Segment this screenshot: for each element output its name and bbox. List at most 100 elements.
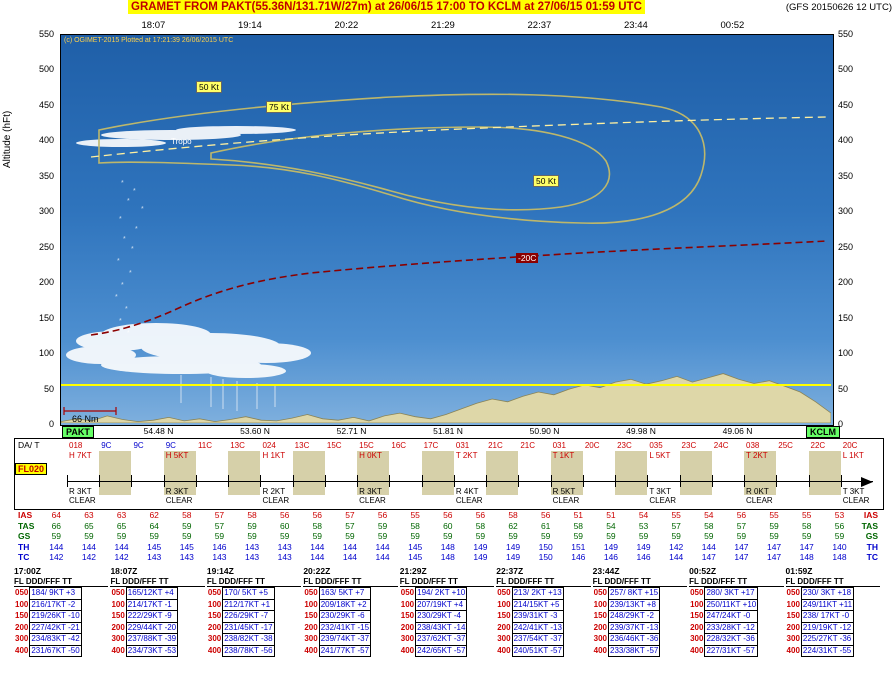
strip-tick [228, 475, 230, 487]
row-value: 59 [410, 531, 420, 541]
card-wind-temp: 209/18KT +2 [318, 598, 372, 611]
card-flight-level: 300 [111, 634, 125, 643]
isotach-50kt-label-right: 50 Kt [533, 175, 559, 187]
card-wind-temp: 214/17KT -1 [125, 598, 179, 611]
card-row: 400 234/73KT -53 [110, 644, 179, 657]
card-wind-temp: 248/29KT -2 [608, 610, 661, 623]
svg-text:*: * [121, 180, 124, 187]
row-value: 65 [84, 520, 94, 531]
card-wind-temp: 238/78KT -56 [222, 644, 275, 657]
card-wind-temp: 231/67KT -50 [29, 644, 82, 657]
card-flight-level: 150 [690, 611, 704, 620]
strip-tick [67, 475, 68, 487]
card-row: 050 257/ 8KT +15 [593, 587, 661, 600]
card-flight-level: 400 [15, 645, 29, 655]
chart-area: Altitude (hFt) 550 550 500 500 450 450 400 400 3… [0, 18, 896, 446]
row-value: 145 [179, 541, 194, 552]
strip-wind: H 1KT [262, 451, 286, 460]
card-flight-level: 400 [593, 645, 608, 655]
card-flight-level: 150 [111, 611, 125, 620]
strip-band [228, 451, 261, 495]
card-column-header: FL DDD/FFF TT [206, 577, 302, 587]
row-value: 59 [345, 531, 355, 541]
card-row: 050 213/ 2KT +13 [496, 587, 564, 600]
card-row: 300 236/46KT -36 [593, 633, 661, 646]
wind-temp-card: 17:00Z FL DDD/FFF TT 050 184/ 9KT +3 100 216/… [14, 566, 109, 657]
row-value: 59 [475, 531, 486, 541]
strip-tick [550, 475, 552, 487]
y-tick-left: 200 [38, 277, 54, 288]
card-column-header: FL DDD/FFF TT [496, 577, 591, 587]
card-wind-temp: 242/65KT -57 [415, 644, 468, 657]
strip-tick [744, 475, 746, 487]
strip-temp: 17C [423, 441, 439, 450]
row-value: 59 [377, 520, 388, 531]
strip-temp: 23C [681, 441, 697, 450]
strip-segment-cloud: CLEAR [552, 496, 580, 505]
row-value: 143 [277, 552, 292, 562]
row-value: 59 [116, 531, 127, 541]
svg-text:*: * [119, 216, 122, 223]
strip-temp: 20C [842, 441, 858, 450]
card-table: 050 194/ 2KT +10 100 207/19KT +4 150 230/29KT… [400, 587, 468, 657]
time-tick: 19:14 [238, 20, 262, 31]
row-value: 142 [49, 552, 64, 562]
row-value: 144 [310, 541, 325, 552]
waypoint-lat: 50.90 N [529, 426, 560, 436]
row-value: 54 [704, 510, 714, 520]
card-wind-temp: 236/46KT -36 [608, 633, 661, 646]
card-flight-level: 050 [304, 588, 318, 597]
row-value: 147 [734, 541, 749, 552]
strip-band [292, 451, 325, 495]
row-value: 149 [505, 552, 521, 562]
svg-text:*: * [129, 270, 132, 277]
isotach-50kt-label-left: 50 Kt [196, 81, 222, 93]
card-flight-level: 050 [207, 588, 222, 597]
card-table: 050 230/ 3KT +18 100 249/11KT +11 150 238/ 17… [786, 587, 855, 657]
strip-band [163, 451, 196, 495]
card-wind-temp: 225/27KT -36 [800, 633, 855, 646]
strip-segment-cloud: CLEAR [359, 496, 386, 505]
card-wind-temp: 184/ 9KT +3 [29, 587, 82, 600]
card-flight-level: 200 [304, 622, 318, 632]
row-value: 149 [473, 541, 488, 552]
row-value: 59 [671, 531, 681, 541]
card-wind-temp: 233/38KT -57 [608, 644, 661, 657]
card-flight-level: 100 [497, 599, 511, 609]
card-row: 150 219/26KT -10 [14, 610, 82, 623]
row-value: 150 [538, 552, 553, 562]
card-row: 050 184/ 9KT +3 [14, 587, 82, 600]
table-row: GS 59 59 59 59 59 59 59 59 59 59 59 59 59 59 59 59 59 59 59… [14, 531, 882, 542]
row-value: 146 [571, 552, 586, 562]
card-wind-temp: 232/41KT -15 [318, 621, 372, 634]
row-value: 148 [440, 552, 455, 562]
row-label-right: IAS [863, 510, 878, 520]
row-label-left: TAS [18, 520, 35, 531]
card-time: 22:37Z [496, 566, 524, 576]
card-row: 100 212/17KT +1 [207, 598, 275, 611]
row-label-right: TAS [861, 520, 878, 531]
row-value: 145 [408, 541, 423, 552]
y-tick-right: 100 [838, 348, 854, 359]
row-value: 58 [410, 520, 420, 531]
card-wind-temp: 238/82KT -38 [222, 633, 275, 646]
y-tick-left: 400 [38, 135, 54, 146]
row-value: 59 [377, 531, 388, 541]
card-flight-level: 100 [786, 599, 800, 609]
card-row: 150 222/29KT -9 [110, 610, 179, 623]
strip-segment-wind: R 0KT [746, 487, 769, 496]
row-value: 145 [408, 552, 423, 562]
card-wind-temp: 237/54KT -37 [511, 633, 564, 646]
card-wind-temp: 239/13KT +8 [608, 598, 661, 611]
y-tick-right: 0 [838, 419, 844, 429]
row-value: 58 [312, 520, 323, 531]
wind-temp-card: 21:29Z FL DDD/FFF TT 050 194/ 2KT +10 100 207… [399, 566, 495, 657]
card-wind-temp: 238/ 17KT -0 [800, 610, 855, 623]
card-column-header: FL DDD/FFF TT [785, 577, 880, 587]
strip-tick [195, 475, 197, 487]
card-flight-level: 100 [593, 599, 608, 609]
strip-segment: R 5KT CLEAR [553, 487, 580, 505]
card-wind-temp: 207/19KT +4 [415, 598, 468, 611]
row-value: 148 [440, 541, 455, 552]
card-flight-level: 100 [304, 599, 318, 609]
